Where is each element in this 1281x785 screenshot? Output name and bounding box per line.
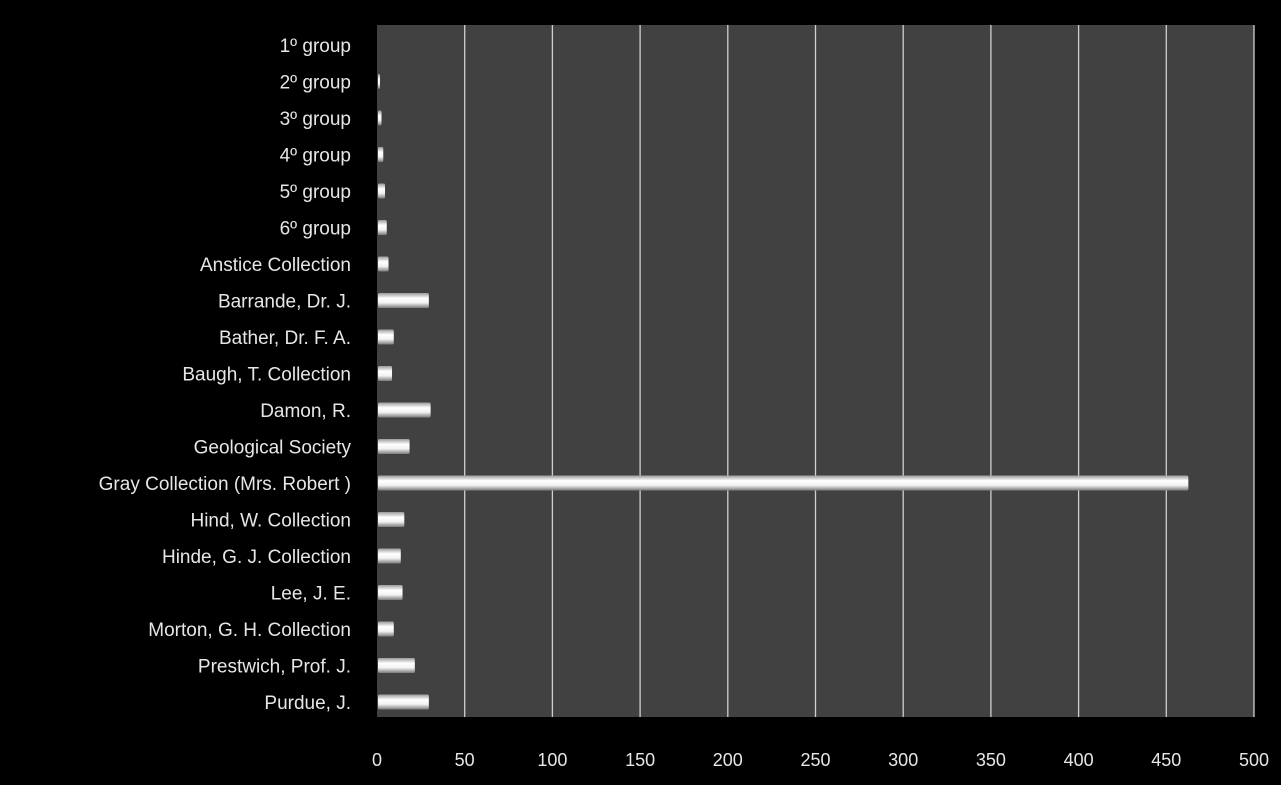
category-label: Purdue, J. [264,693,351,714]
gridlines [464,25,1255,717]
bar [378,585,403,600]
category-label: 2º group [280,73,351,94]
category-label: Baugh, T. Collection [182,365,351,386]
category-label: Damon, R. [260,401,351,422]
bar [378,439,410,454]
x-tick-label: 100 [537,750,567,770]
x-tick-label: 400 [1064,750,1094,770]
bar [378,110,382,126]
category-label: Barrande, Dr. J. [218,292,351,313]
bar [378,548,401,564]
category-label: Bather, Dr. F. A. [219,328,351,349]
bar [378,220,387,235]
category-label: Lee, J. E. [271,584,351,605]
category-label: Prestwich, Prof. J. [198,657,351,678]
x-tick-label: 200 [713,750,743,770]
x-tick-label: 50 [455,750,475,770]
bar [378,74,380,89]
x-tick-label: 250 [800,750,830,770]
category-label: Morton, G. H. Collection [148,620,351,641]
bar [378,621,394,637]
category-label: Hinde, G. J. Collection [162,547,351,568]
category-label: 3º group [280,109,351,130]
category-label: 4º group [280,146,351,167]
x-tick-label: 500 [1239,750,1269,770]
bar [378,475,1189,491]
category-label: 1º group [280,36,351,57]
x-tick-label: 150 [625,750,655,770]
x-tick-label: 350 [976,750,1006,770]
category-labels: 1º group 2º group 3º group 4º group 5º group… [99,36,352,714]
bar [378,512,405,527]
bars [378,74,1189,710]
category-label: Hind, W. Collection [190,511,351,532]
x-tick-label: 450 [1151,750,1181,770]
x-tick-label: 0 [372,750,382,770]
bar [378,694,429,710]
x-tick-label: 300 [888,750,918,770]
bar [378,366,393,381]
category-label: Geological Society [194,438,352,459]
bar [378,293,429,308]
bar [378,183,386,199]
category-label: 5º group [280,182,351,203]
bar [378,658,415,673]
category-label: Gray Collection (Mrs. Robert ) [99,474,351,495]
bar [378,147,384,162]
x-axis-tick-labels: 0 50 100 150 200 250 300 350 400 450 500 [372,750,1269,770]
bar [378,256,389,272]
bar [378,402,431,418]
category-label: Anstice Collection [200,255,351,276]
bar [378,329,394,345]
category-label: 6º group [280,219,351,240]
